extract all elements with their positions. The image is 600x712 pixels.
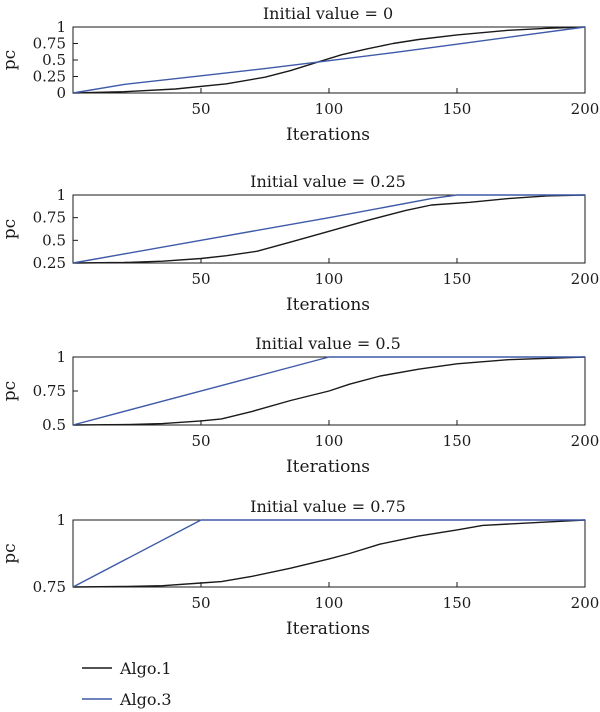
x-tick-label: 150 [443, 100, 472, 118]
y-tick-label: 1 [56, 348, 66, 366]
x-tick-label: 150 [443, 432, 472, 450]
y-axis-label: pc [0, 219, 20, 239]
x-axis-label: Iterations [286, 619, 370, 639]
chart-title: Initial value = 0.75 [250, 497, 406, 516]
chart-panel-2: Initial value = 0.25 50 100 150 200 0.25 0.5 0.… [0, 172, 599, 315]
series-line-algo3 [72, 519, 585, 588]
legend-label-algo3: Algo.3 [119, 690, 172, 709]
x-tick-label: 200 [571, 594, 600, 612]
y-tick-label: 0.75 [33, 382, 66, 400]
y-tick-label: 0.25 [33, 68, 66, 86]
y-tick-label: 0 [56, 84, 66, 102]
series-line-algo1 [72, 26, 586, 94]
x-axis-label: Iterations [286, 125, 370, 145]
y-tick-label: 0.25 [33, 254, 66, 272]
x-tick-label: 100 [315, 100, 344, 118]
chart-title: Initial value = 0.5 [255, 334, 401, 353]
x-tick-label: 50 [191, 594, 210, 612]
y-tick-label: 0.5 [42, 416, 66, 434]
y-tick-label: 0.75 [33, 578, 66, 596]
x-tick-label: 50 [191, 100, 210, 118]
x-tick-label: 200 [571, 432, 600, 450]
chart-panel-4: Initial value = 0.75 50 100 150 200 0.75 1 Iter… [0, 497, 599, 639]
y-axis-label: pc [0, 543, 20, 563]
x-tick-label: 100 [315, 270, 344, 288]
y-tick-label: 1 [56, 186, 66, 204]
legend: Algo.1 Algo.3 [82, 659, 172, 709]
y-axis-label: pc [0, 50, 20, 70]
series-line-algo3 [72, 356, 585, 426]
series-line-algo1 [72, 356, 586, 426]
x-tick-label: 100 [315, 432, 344, 450]
y-tick-label: 0.75 [33, 209, 66, 227]
chart-title: Initial value = 0.25 [250, 172, 406, 191]
y-tick-label: 0.5 [42, 231, 66, 249]
x-tick-label: 150 [443, 270, 472, 288]
x-axis-label: Iterations [286, 457, 370, 477]
y-tick-label: 1 [56, 511, 66, 529]
chart-panel-3: Initial value = 0.5 50 100 150 200 0.5 0.75 1 It… [0, 334, 599, 477]
chart-panels: Initial value = 050 100 150 20000.250.50.75… [0, 4, 599, 639]
plot-frame [72, 194, 586, 264]
series-line-algo1 [72, 519, 586, 588]
plot-frame [72, 519, 586, 588]
y-tick-label: 1 [56, 18, 66, 36]
y-tick-label: 0.75 [33, 35, 66, 53]
series-line-algo1 [72, 194, 586, 264]
x-tick-label: 50 [191, 270, 210, 288]
x-axis-label: Iterations [286, 295, 370, 315]
x-tick-label: 100 [315, 594, 344, 612]
chart-title: Initial value = 0 [263, 4, 393, 23]
series-line-algo3 [72, 26, 586, 94]
series-line-algo3 [72, 194, 585, 264]
x-tick-label: 50 [191, 432, 210, 450]
legend-label-algo1: Algo.1 [119, 659, 172, 678]
x-tick-label: 150 [443, 594, 472, 612]
chart-panel-1: Initial value = 0 50 100 150 200 00.250.50.75… [0, 4, 599, 145]
x-tick-label: 200 [571, 100, 600, 118]
x-tick-label: 200 [571, 270, 600, 288]
y-tick-label: 0.5 [42, 51, 66, 69]
y-axis-label: pc [0, 381, 20, 401]
